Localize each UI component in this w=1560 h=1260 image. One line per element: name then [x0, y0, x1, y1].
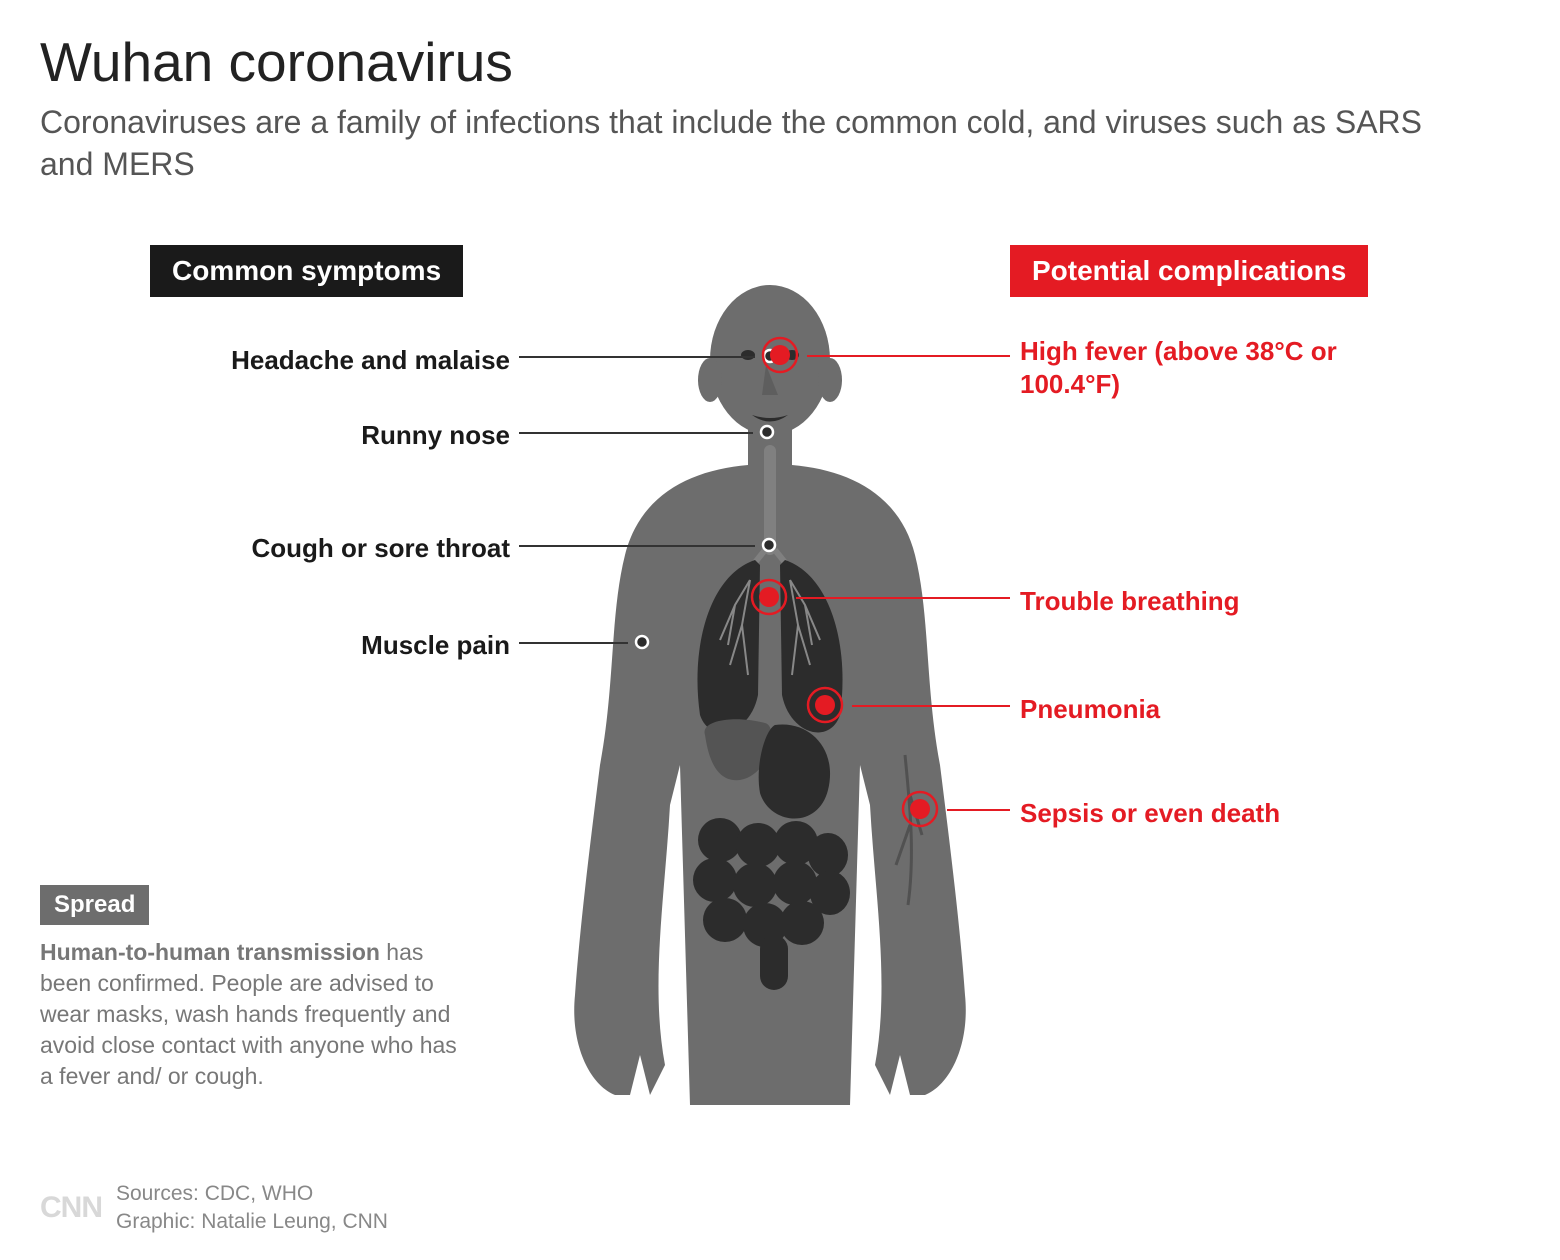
symptom-label: Runny nose — [150, 420, 510, 451]
complication-marker-icon — [760, 335, 800, 375]
page-subtitle: Coronaviruses are a family of infections… — [40, 102, 1440, 185]
leader-line — [519, 356, 755, 358]
complication-label: Pneumonia — [1020, 693, 1380, 726]
page-title: Wuhan coronavirus — [40, 30, 1520, 94]
spread-header: Spread — [40, 885, 149, 925]
symptom-label: Muscle pain — [150, 630, 510, 661]
complication-marker-icon — [900, 789, 940, 829]
human-body-diagram — [570, 245, 1010, 1115]
symptom-marker-icon — [749, 525, 789, 565]
symptom-marker-icon — [747, 412, 787, 452]
leader-line — [519, 642, 628, 644]
complications-header: Potential complications — [1010, 245, 1368, 297]
diagram-area: Common symptoms Potential complications — [40, 215, 1520, 1115]
footer-text: Sources: CDC, WHO Graphic: Natalie Leung… — [116, 1180, 388, 1235]
symptom-label: Headache and malaise — [150, 345, 510, 376]
symptom-label: Cough or sore throat — [150, 533, 510, 564]
symptoms-header: Common symptoms — [150, 245, 463, 297]
cnn-logo: CNN — [40, 1191, 102, 1225]
footer-sources: Sources: CDC, WHO — [116, 1180, 388, 1207]
leader-line — [519, 432, 753, 434]
leader-line — [519, 545, 755, 547]
spread-section: Spread Human-to-human transmission has b… — [40, 885, 470, 1092]
leader-line — [947, 809, 1010, 811]
complication-label: Trouble breathing — [1020, 585, 1380, 618]
footer-graphic: Graphic: Natalie Leung, CNN — [116, 1208, 388, 1235]
complication-marker-icon — [805, 685, 845, 725]
leader-line — [852, 705, 1010, 707]
leader-line — [807, 355, 1010, 357]
symptom-marker-icon — [622, 622, 662, 662]
complication-label: Sepsis or even death — [1020, 797, 1380, 830]
footer: CNN Sources: CDC, WHO Graphic: Natalie L… — [40, 1180, 388, 1235]
complication-label: High fever (above 38°C or 100.4°F) — [1020, 335, 1380, 400]
spread-bold: Human-to-human transmission — [40, 939, 380, 965]
complication-marker-icon — [749, 577, 789, 617]
spread-text: Human-to-human transmission has been con… — [40, 937, 470, 1092]
leader-line — [796, 597, 1010, 599]
